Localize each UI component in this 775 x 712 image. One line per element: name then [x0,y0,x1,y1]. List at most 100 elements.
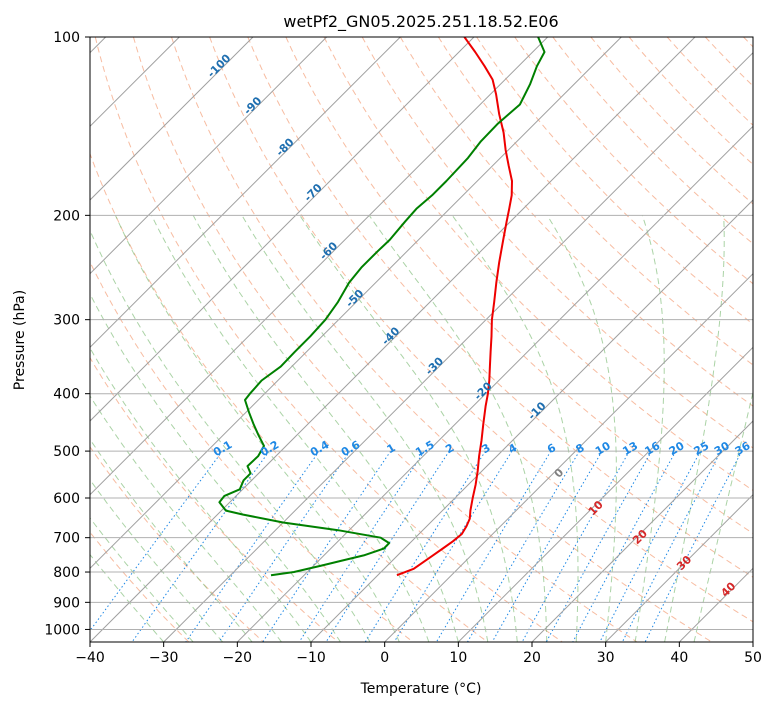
mixing-ratio-label: 36 [733,439,753,458]
isotherm-line [458,37,775,642]
isotherm-label: -50 [343,287,366,310]
y-tick-label: 400 [53,387,80,403]
x-tick-label: −40 [75,650,105,666]
moist-adiabat-line [0,215,193,642]
mixing-ratio-label: 0.1 [211,438,234,459]
profile-lines [219,37,544,575]
mixing-ratio-label: 1 [385,441,398,456]
dry-adiabat-line [667,37,775,642]
moist-adiabat-line [5,215,282,642]
x-tick-label: 40 [670,650,688,666]
mixing-ratio-label: 20 [667,439,687,458]
mixing-ratio-line [326,451,449,642]
y-tick-label: 1000 [44,622,80,638]
y-tick-label: 100 [53,30,80,46]
x-tick-label: 30 [597,650,615,666]
mixing-ratio-label: 1.5 [413,438,436,459]
mixing-ratio-label: 13 [620,439,640,458]
mixing-ratio-line [600,451,701,642]
chart-title: wetPf2_GN05.2025.251.18.52.E06 [283,12,558,32]
mixing-ratio-label: 3 [479,441,492,456]
x-tick-label: 20 [523,650,541,666]
mixing-ratio-label: 0.4 [308,438,332,459]
dry-adiabat-line [591,37,775,642]
moist-adiabat-label: 10 [586,498,606,518]
y-tick-label: 600 [53,491,80,507]
isotherm-line [753,37,775,642]
dry-adiabat-line [0,37,263,642]
dry-adiabat-line [0,37,338,642]
y-tick-label: 900 [53,595,80,611]
isotherm-line [532,37,775,642]
mixing-ratio-label: 8 [574,441,587,456]
isotherm-label: -10 [525,399,548,422]
dry-adiabat-line [744,37,775,642]
moist-adiabat-line [300,215,518,642]
dry-adiabat-line [477,37,775,642]
moist-adiabat-label: 40 [718,579,738,599]
x-axis-label: Temperature (°C) [360,681,482,697]
y-axis-label: Pressure (hPa) [12,290,28,390]
mixing-ratio-line [468,451,580,642]
isotherm-line [679,37,775,642]
mixing-ratio-label: 25 [691,439,711,458]
isotherm-label: -80 [273,135,296,158]
moist-adiabat-line [0,215,252,642]
mixing-ratio-label: 4 [506,441,519,456]
mixing-ratio-line [573,451,676,642]
mixing-ratio-label: 10 [593,439,613,458]
isotherm-label: -100 [205,51,234,80]
dewpoint-profile-line [219,37,544,575]
mixing-ratio-label: 2 [443,441,456,456]
moist-adiabat-line [694,215,775,642]
isotherm-line [0,37,400,642]
x-tick-label: 50 [744,650,762,666]
dry-adiabat-line [172,37,712,642]
isotherm-label: -90 [241,94,264,117]
y-tick-label: 500 [53,444,80,460]
mixing-ratio-line [365,451,485,642]
mixing-ratio-line [522,451,629,642]
mixing-ratio-label: 0.6 [339,438,363,459]
isotherm-label: -20 [472,379,495,402]
x-tick-label: 10 [449,650,467,666]
isotherm-line [0,37,327,642]
isotherm-label: -30 [423,354,446,377]
dry-adiabat-line [57,37,488,642]
isotherm-line [164,37,769,642]
x-tick-label: −10 [296,650,326,666]
isotherm-line [0,37,474,642]
mixing-ratio-line [299,451,424,642]
mixing-ratio-line [436,451,551,642]
isotherm-label: -70 [302,181,325,204]
dry-adiabat-line [705,37,775,642]
moist-adiabat-line [635,215,664,642]
isotherm-line [16,37,621,642]
moist-adiabat-line [452,215,578,642]
dry-adiabat-line [438,37,775,642]
dry-adiabat-line [19,37,413,642]
moist-adiabat-line [193,215,458,642]
isotherm-label: -40 [379,324,402,347]
temperature-profile-line [397,37,512,575]
y-tick-label: 200 [53,208,80,224]
y-tick-label: 800 [53,565,80,581]
isotherm-line [237,37,775,642]
x-tick-label: −30 [149,650,179,666]
moist-adiabat-line [84,215,370,642]
y-tick-label: 300 [53,313,80,329]
y-tick-label: 700 [53,531,80,547]
x-tick-label: 0 [380,650,389,666]
dry-adiabat-line [0,37,189,642]
isotherm-line [0,37,253,642]
mixing-ratio-line [263,451,391,642]
moist-adiabat-label: 20 [630,527,650,547]
moist-adiabat-line [152,215,429,642]
mixing-ratio-label: 6 [545,441,558,456]
x-tick-label: −20 [223,650,253,666]
moist-adiabat-line [0,215,164,642]
